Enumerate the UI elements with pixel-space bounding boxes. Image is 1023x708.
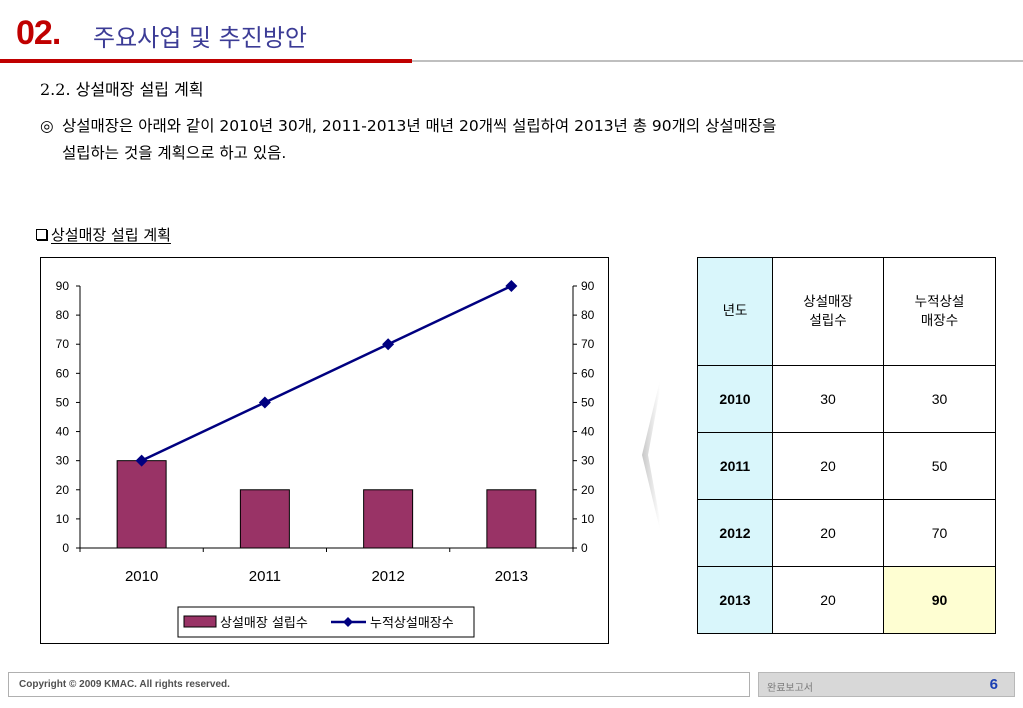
bar-new-stores <box>363 489 414 549</box>
table-header-year: 년도 <box>697 257 773 366</box>
table-cell-year: 2011 <box>697 432 773 500</box>
line-cumulative-stores <box>141 284 512 462</box>
bullet-mark: ◎ <box>40 117 54 135</box>
y-tick-label: 0 <box>62 541 69 555</box>
bar-new-stores <box>239 489 290 549</box>
y-tick-label: 30 <box>56 454 70 468</box>
y2-tick-label: 80 <box>581 308 595 322</box>
marker-cumulative <box>258 396 271 409</box>
description-line-2: 설립하는 것을 계획으로 하고 있음. <box>62 144 287 162</box>
y-tick-label: 40 <box>56 425 70 439</box>
footer-page-box: 완료보고서 6 <box>758 672 1015 697</box>
subsection-title: 2.2. 상설매장 설립 계획 <box>40 80 204 99</box>
table-row: 2010 30 30 <box>697 365 996 433</box>
section-number: 02. <box>16 14 61 52</box>
x-tick-label: 2013 <box>495 568 528 585</box>
chart-container: 0 10 20 30 40 50 60 70 80 90 0 10 20 30 40 50 60 70 80 90 20… <box>40 257 609 644</box>
bar-new-stores <box>116 460 167 549</box>
y-tick-label: 60 <box>56 366 70 380</box>
combo-chart: 0 10 20 30 40 50 60 70 80 90 0 10 20 30 40 50 60 70 80 90 20… <box>56 279 595 638</box>
page-number: 6 <box>989 676 998 693</box>
table-header-cumulative-stores: 누적상설 매장수 <box>883 257 996 366</box>
table-cell-new: 30 <box>772 365 884 433</box>
checkbox-square-icon <box>36 229 47 240</box>
y2-tick-label: 20 <box>581 483 595 497</box>
description-paragraph: ◎ 상설매장은 아래와 같이 2010년 30개, 2011-2013년 매년 2… <box>40 113 970 167</box>
y-tick-label: 50 <box>56 395 70 409</box>
table-cell-cumulative: 30 <box>883 365 996 433</box>
arrow-separator-icon <box>642 380 660 530</box>
bar-new-stores <box>486 489 537 549</box>
table-cell-cumulative: 70 <box>883 499 996 567</box>
marker-cumulative <box>505 280 518 292</box>
y2-tick-label: 70 <box>581 337 595 351</box>
y-tick-label: 20 <box>56 483 70 497</box>
y-tick-label: 80 <box>56 308 70 322</box>
legend-swatch-marker <box>343 617 353 627</box>
data-table: 년도 상설매장 설립수 누적상설 매장수 2010 30 30 2011 20 … <box>697 257 996 634</box>
table-cell-year: 2010 <box>697 365 773 433</box>
y2-tick-label: 10 <box>581 512 595 526</box>
table-row: 2012 20 70 <box>697 499 996 567</box>
y2-tick-label: 40 <box>581 425 595 439</box>
table-cell-new: 20 <box>772 566 884 634</box>
table-cell-new: 20 <box>772 499 884 567</box>
y2-tick-label: 0 <box>581 541 588 555</box>
legend-box <box>177 606 475 638</box>
legend-label-line: 누적상설매장수 <box>370 616 454 631</box>
table-row: 2013 20 90 <box>697 566 996 634</box>
table-cell-year: 2012 <box>697 499 773 567</box>
y2-tick-label: 90 <box>581 279 595 293</box>
marker-cumulative <box>382 338 395 351</box>
y-tick-label: 10 <box>56 512 70 526</box>
footer-copyright: Copyright © 2009 KMAC. All rights reserv… <box>8 672 750 697</box>
description-line-1: 상설매장은 아래와 같이 2010년 30개, 2011-2013년 매년 20… <box>62 117 777 135</box>
chart-section-label-text: 상설매장 설립 계획 <box>51 226 171 244</box>
legend-swatch-bar <box>183 615 217 628</box>
table-header-new-stores: 상설매장 설립수 <box>772 257 884 366</box>
footer-doc-label: 완료보고서 <box>767 683 813 694</box>
table-cell-year: 2013 <box>697 566 773 634</box>
x-tick-label: 2011 <box>249 568 281 585</box>
legend-label-bar: 상설매장 설립수 <box>220 616 308 631</box>
marker-cumulative <box>135 454 148 467</box>
table-cell-cumulative: 50 <box>883 432 996 500</box>
x-tick-label: 2010 <box>125 568 158 585</box>
chart-section-label: 상설매장 설립 계획 <box>36 224 171 245</box>
y2-tick-label: 50 <box>581 395 595 409</box>
table-row: 2011 20 50 <box>697 432 996 500</box>
table-cell-cumulative-highlight: 90 <box>883 566 996 634</box>
header-accent-bar <box>0 59 412 63</box>
y2-tick-label: 60 <box>581 366 595 380</box>
page-title: 주요사업 및 추진방안 <box>93 24 307 52</box>
y-tick-label: 90 <box>56 279 70 293</box>
header-divider <box>0 60 1023 62</box>
table-cell-new: 20 <box>772 432 884 500</box>
y-tick-label: 70 <box>56 337 70 351</box>
x-tick-label: 2012 <box>371 568 404 585</box>
y2-tick-label: 30 <box>581 454 595 468</box>
